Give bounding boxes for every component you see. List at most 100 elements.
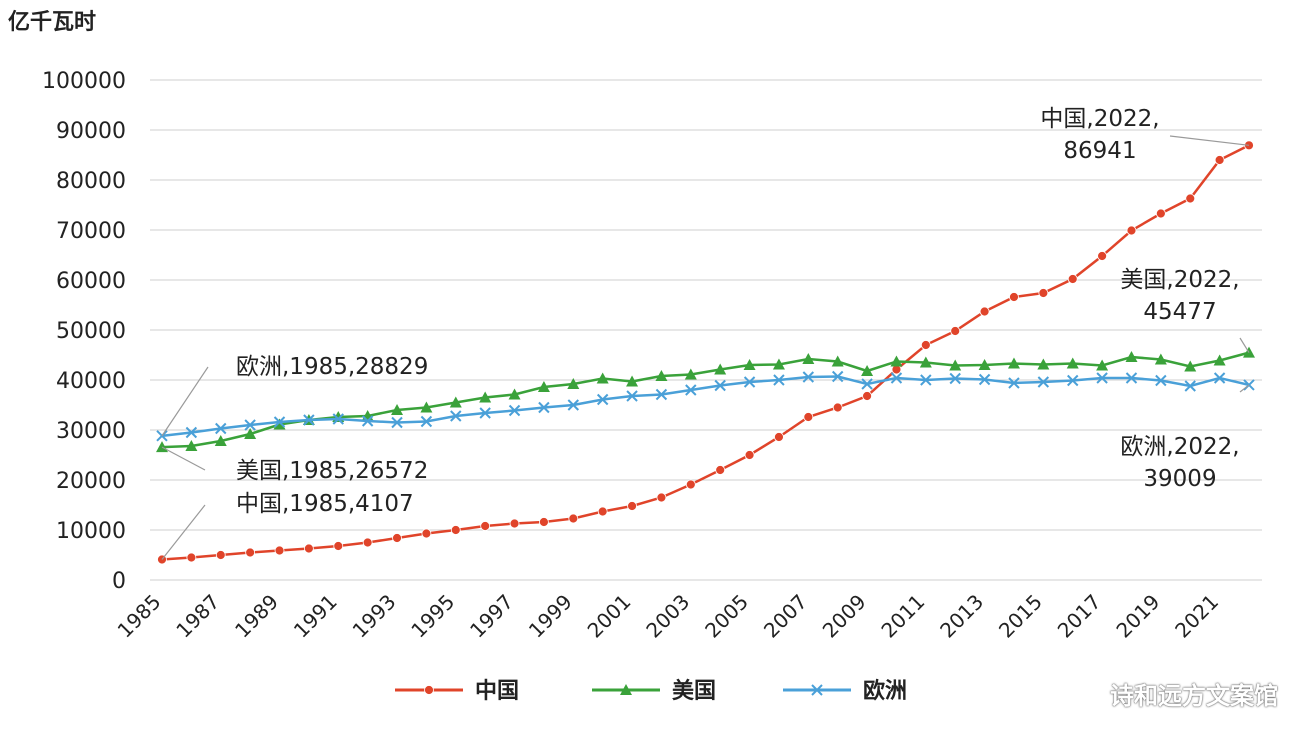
x-tick-label: 2019 <box>1111 590 1164 643</box>
data-point-europe <box>538 401 550 414</box>
data-point-china <box>274 545 285 556</box>
data-point-europe <box>450 410 462 422</box>
annotation-label: 39009 <box>1143 466 1216 492</box>
data-point-china <box>509 518 520 529</box>
data-point-china <box>597 506 608 517</box>
data-point-usa <box>273 418 286 430</box>
data-point-europe <box>332 413 344 425</box>
data-point-europe <box>215 422 227 435</box>
data-point-europe <box>596 393 609 406</box>
data-point-usa <box>890 355 903 367</box>
y-tick-label: 0 <box>112 569 126 594</box>
data-point-usa <box>1096 359 1109 371</box>
data-point-europe <box>303 414 315 426</box>
data-point-china <box>215 550 226 560</box>
y-axis-ticks: 0 10000 20000 30000 40000 50000 60000 70000 8000… <box>42 69 126 594</box>
x-tick-label: 2001 <box>583 590 636 643</box>
data-point-china <box>1097 251 1108 261</box>
data-point-china <box>774 432 784 442</box>
y-axis-unit-label: 亿千瓦时 <box>8 10 97 35</box>
x-tick-label: 1985 <box>113 590 166 643</box>
x-tick-label: 2017 <box>1053 590 1106 643</box>
legend-item-usa: 美国 <box>592 678 716 704</box>
data-point-europe <box>685 384 697 396</box>
annotation-label: 欧洲,2022, <box>1120 434 1239 460</box>
y-tick-label: 10000 <box>56 519 126 544</box>
annotation-label: 中国,2022, <box>1040 106 1159 132</box>
data-point-europe <box>920 374 932 386</box>
data-point-china <box>392 533 402 543</box>
legend-marker <box>811 684 823 696</box>
data-point-usa <box>214 435 227 446</box>
legend-item-europe: 欧洲 <box>783 678 907 704</box>
data-point-europe <box>1067 374 1079 387</box>
x-tick-label: 2021 <box>1170 590 1223 643</box>
x-tick-label: 1991 <box>289 590 342 643</box>
annotation-leader <box>161 504 206 560</box>
data-point-europe <box>1008 377 1020 389</box>
x-tick-label: 1999 <box>524 590 577 643</box>
x-tick-label: 1989 <box>230 590 283 643</box>
data-point-europe <box>714 379 726 392</box>
x-tick-label: 2005 <box>700 590 753 643</box>
data-point-usa <box>684 368 697 380</box>
data-point-europe <box>655 388 668 401</box>
x-tick-label: 2003 <box>641 590 694 643</box>
data-point-usa <box>1037 358 1050 370</box>
annotation-leader <box>161 366 209 437</box>
data-point-china <box>1155 208 1166 219</box>
data-point-usa <box>1184 360 1197 372</box>
data-point-europe <box>273 416 286 428</box>
data-point-usa <box>449 396 462 408</box>
data-point-china <box>1067 274 1078 284</box>
data-point-china <box>744 450 755 460</box>
annotation-label: 中国,1985,4107 <box>236 491 414 517</box>
annotation-label: 欧洲,1985,28829 <box>236 354 428 380</box>
legend-item-china: 中国 <box>395 679 519 704</box>
annotation-leader <box>1239 384 1250 393</box>
data-point-china <box>862 391 872 401</box>
series-europe <box>156 370 1255 442</box>
legend: 中国 美国 欧洲 <box>395 678 907 704</box>
data-point-china <box>656 492 667 503</box>
y-tick-label: 50000 <box>56 319 126 344</box>
data-point-china <box>920 340 931 350</box>
annotation-label: 86941 <box>1063 138 1136 164</box>
data-point-usa <box>626 375 639 387</box>
data-point-usa <box>861 365 874 376</box>
data-point-usa <box>802 353 815 364</box>
legend-label: 中国 <box>475 679 519 704</box>
legend-label: 美国 <box>672 678 716 704</box>
data-point-europe <box>626 390 638 402</box>
annotation-label: 45477 <box>1143 299 1216 325</box>
series-china <box>157 140 1254 565</box>
data-point-usa <box>743 359 756 370</box>
data-point-usa <box>479 391 492 403</box>
x-axis-ticks: 1985 1987 1989 1991 1993 1995 1997 1999 2001 2003… <box>113 590 1224 643</box>
annotation-label: 美国,1985,26572 <box>236 458 428 484</box>
data-point-europe <box>361 415 374 427</box>
x-tick-label: 2009 <box>818 590 871 643</box>
data-point-usa <box>714 363 727 375</box>
data-point-china <box>186 552 197 563</box>
data-point-usa <box>244 428 257 439</box>
data-point-usa <box>949 359 962 371</box>
data-point-europe <box>1037 376 1050 388</box>
y-tick-label: 80000 <box>56 169 126 194</box>
data-point-usa <box>1125 351 1138 362</box>
y-tick-label: 30000 <box>56 419 126 444</box>
data-point-europe <box>479 407 491 419</box>
data-point-china <box>1214 155 1225 165</box>
data-point-china <box>979 306 990 317</box>
data-point-china <box>303 543 314 554</box>
y-tick-label: 90000 <box>56 119 126 144</box>
y-tick-label: 70000 <box>56 219 126 244</box>
data-point-china <box>539 517 549 527</box>
data-point-europe <box>1096 372 1108 384</box>
data-point-china <box>362 537 373 548</box>
data-point-europe <box>1184 380 1196 392</box>
annotations: 中国,2022, 86941 美国,2022, 45477 欧洲,2022, 39009 欧… <box>161 106 1250 560</box>
data-point-europe <box>1155 374 1167 387</box>
legend-label: 欧洲 <box>863 678 907 704</box>
